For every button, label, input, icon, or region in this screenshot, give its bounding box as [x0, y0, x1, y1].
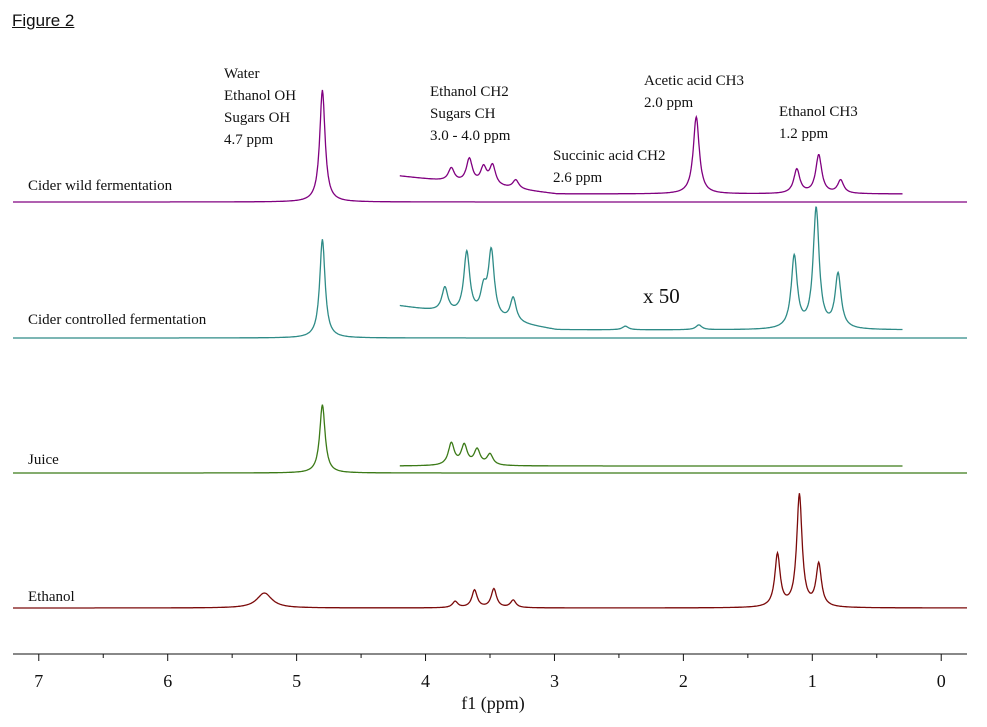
svg-text:Succinic acid CH2: Succinic acid CH2 — [553, 148, 665, 164]
x-tick-label-0: 0 — [937, 671, 946, 691]
trace-zoom-0 — [399, 114, 903, 195]
svg-text:Sugars CH: Sugars CH — [430, 106, 496, 122]
annotation-water: Water Ethanol OH Sugars OH 4.7 ppm — [224, 66, 296, 148]
trace-0 — [13, 89, 967, 203]
x-tick-label-2: 2 — [679, 671, 688, 691]
svg-text:4.7 ppm: 4.7 ppm — [224, 132, 274, 148]
annotation-sugars: Ethanol CH2 Sugars CH 3.0 - 4.0 ppm — [430, 84, 511, 144]
svg-text:2.0 ppm: 2.0 ppm — [644, 95, 694, 111]
x-tick-label-3: 3 — [550, 671, 559, 691]
svg-text:2.6 ppm: 2.6 ppm — [553, 170, 603, 186]
trace-zoom-2 — [399, 441, 903, 467]
x-axis-ticks: 7 6 5 4 3 2 1 0 — [34, 654, 946, 691]
x-tick-label-6: 6 — [163, 671, 172, 691]
annotation-acetic: Acetic acid CH3 2.0 ppm — [644, 73, 744, 111]
series-label-cider-controlled: Cider controlled fermentation — [28, 312, 207, 328]
svg-text:Water: Water — [224, 66, 259, 82]
svg-text:3.0 - 4.0 ppm: 3.0 - 4.0 ppm — [430, 128, 511, 144]
svg-text:Ethanol CH3: Ethanol CH3 — [779, 104, 858, 120]
x-tick-label-1: 1 — [808, 671, 817, 691]
series-label-juice: Juice — [28, 452, 59, 468]
trace-1 — [13, 239, 967, 339]
trace-2 — [13, 404, 967, 474]
figure-label: Figure 2 — [12, 11, 75, 30]
svg-text:Ethanol OH: Ethanol OH — [224, 88, 296, 104]
scale-note: x 50 — [643, 284, 680, 308]
x-tick-label-7: 7 — [34, 671, 43, 691]
svg-text:Ethanol CH2: Ethanol CH2 — [430, 84, 509, 100]
svg-text:1.2 ppm: 1.2 ppm — [779, 126, 829, 142]
trace-zoom-1 — [399, 206, 903, 331]
annotation-succinic: Succinic acid CH2 2.6 ppm — [553, 148, 665, 186]
series-label-ethanol: Ethanol — [28, 589, 75, 605]
svg-text:Sugars OH: Sugars OH — [224, 110, 290, 126]
trace-3 — [13, 493, 967, 609]
x-axis-label: f1 (ppm) — [461, 693, 524, 714]
x-tick-label-5: 5 — [292, 671, 301, 691]
series-label-cider-wild: Cider wild fermentation — [28, 178, 173, 194]
annotation-ethanol-ch3: Ethanol CH3 1.2 ppm — [779, 104, 858, 142]
spectra-traces — [13, 89, 967, 609]
x-tick-label-4: 4 — [421, 671, 430, 691]
svg-text:Acetic acid CH3: Acetic acid CH3 — [644, 73, 744, 89]
